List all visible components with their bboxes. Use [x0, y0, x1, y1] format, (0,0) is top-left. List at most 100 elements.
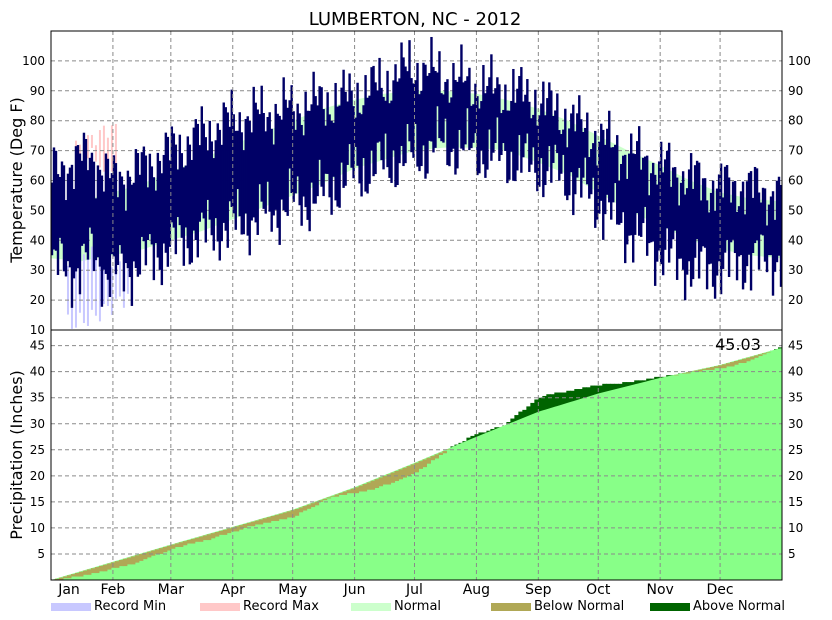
- temperature-bar: [294, 129, 297, 194]
- temperature-bar: [526, 79, 529, 134]
- temperature-bar: [246, 116, 249, 236]
- below-normal-bar: [170, 544, 176, 549]
- temperature-bar: [158, 160, 162, 270]
- temperature-bar: [542, 81, 545, 198]
- temperature-bar: [320, 87, 323, 187]
- below-normal-bar: [242, 524, 248, 528]
- temperature-tick-label-right: 50: [788, 203, 803, 217]
- temperature-bar: [184, 165, 188, 228]
- below-normal-bar: [114, 561, 120, 568]
- temperature-bar: [194, 119, 198, 241]
- temperature-bar: [192, 127, 196, 231]
- temperature-bar: [588, 157, 591, 199]
- above-normal-bar: [510, 418, 515, 424]
- temperature-bar: [236, 130, 239, 190]
- below-normal-bar: [718, 365, 723, 369]
- temperature-bar: [388, 103, 391, 178]
- temperature-bar: [298, 113, 301, 206]
- temperature-bar: [635, 141, 639, 214]
- temperature-bar: [677, 205, 681, 259]
- temperature-bar: [608, 110, 611, 203]
- temperature-bar: [238, 112, 241, 217]
- below-normal-bar: [282, 512, 288, 520]
- temperature-bar: [262, 112, 265, 209]
- temperature-bar: [318, 86, 321, 160]
- record-min-bar: [78, 276, 81, 313]
- below-normal-bar: [326, 497, 332, 499]
- below-normal-bar: [714, 366, 719, 369]
- temperature-bar: [506, 110, 509, 184]
- temperature-bar: [316, 105, 319, 197]
- temperature-bar: [364, 75, 367, 192]
- month-label: Jan: [57, 582, 80, 598]
- precipitation-tick-label-right: 5: [788, 547, 796, 561]
- month-label: Feb: [101, 582, 126, 598]
- below-normal-bar: [278, 513, 284, 520]
- temperature-bar: [308, 110, 311, 232]
- temperature-bar: [729, 202, 733, 243]
- record-min-bar: [90, 246, 93, 310]
- temperature-bar: [655, 184, 659, 262]
- temperature-bar: [202, 123, 205, 219]
- temperature-bar: [484, 93, 487, 178]
- temperature-bar: [256, 109, 259, 235]
- temperature-bar: [392, 80, 395, 151]
- record-max-bar: [110, 125, 113, 172]
- temperature-bar: [128, 176, 132, 278]
- temperature-bar: [516, 88, 519, 171]
- temperature-bar: [228, 126, 231, 202]
- below-normal-bar: [266, 517, 272, 523]
- temperature-bar: [707, 212, 711, 265]
- temperature-bar: [176, 169, 180, 218]
- month-label: Apr: [221, 582, 245, 598]
- below-normal-bar: [446, 449, 451, 450]
- temperature-bar: [624, 154, 627, 264]
- temperature-bar: [769, 196, 773, 256]
- temperature-bar: [248, 120, 251, 256]
- temperature-bar: [454, 80, 457, 175]
- record-min-bar: [114, 274, 117, 299]
- above-normal-bar: [494, 427, 499, 430]
- temperature-bar: [701, 178, 705, 247]
- temperature-bar: [679, 182, 683, 259]
- temperature-tick-label-left: 70: [30, 144, 45, 158]
- temperature-bar: [637, 126, 641, 236]
- above-normal-bar: [558, 392, 563, 406]
- temperature-bar: [406, 71, 409, 125]
- temperature-bar: [532, 114, 535, 148]
- temperature-bar: [130, 184, 134, 306]
- temperature-bar: [622, 155, 625, 213]
- below-normal-bar: [166, 545, 172, 551]
- above-normal-bar: [534, 399, 539, 414]
- temperature-bar: [478, 108, 481, 174]
- temperature-bar: [586, 112, 589, 185]
- temperature-bar: [661, 172, 665, 276]
- temperature-bar: [626, 178, 629, 245]
- temperature-bar: [352, 106, 355, 179]
- temperature-bar: [771, 191, 775, 296]
- temperature-bar: [592, 143, 595, 178]
- temperature-bar: [528, 101, 531, 172]
- temperature-bar: [490, 54, 493, 161]
- temperature-bar: [180, 153, 184, 238]
- temperature-bar: [432, 66, 435, 153]
- temperature-bar: [142, 146, 146, 242]
- temperature-bar: [156, 152, 160, 258]
- temperature-bar: [428, 73, 431, 141]
- temperature-bar: [494, 88, 497, 143]
- temperature-bar: [412, 83, 415, 158]
- temperature-axis-title: Temperature (Deg F): [7, 97, 26, 264]
- precipitation-tick-label-left: 25: [30, 443, 45, 457]
- temperature-bar: [148, 153, 152, 235]
- above-normal-bar: [578, 389, 583, 400]
- above-normal-bar: [614, 383, 619, 390]
- below-normal-bar: [270, 515, 276, 521]
- temperature-bar: [274, 103, 277, 210]
- temperature-bar: [695, 160, 699, 240]
- record-min-bar: [66, 265, 69, 315]
- temperature-bar: [260, 85, 263, 202]
- temperature-bar: [518, 75, 521, 136]
- record-min-bar: [82, 254, 85, 324]
- above-normal-bar: [650, 378, 655, 381]
- temperature-bar: [450, 97, 453, 153]
